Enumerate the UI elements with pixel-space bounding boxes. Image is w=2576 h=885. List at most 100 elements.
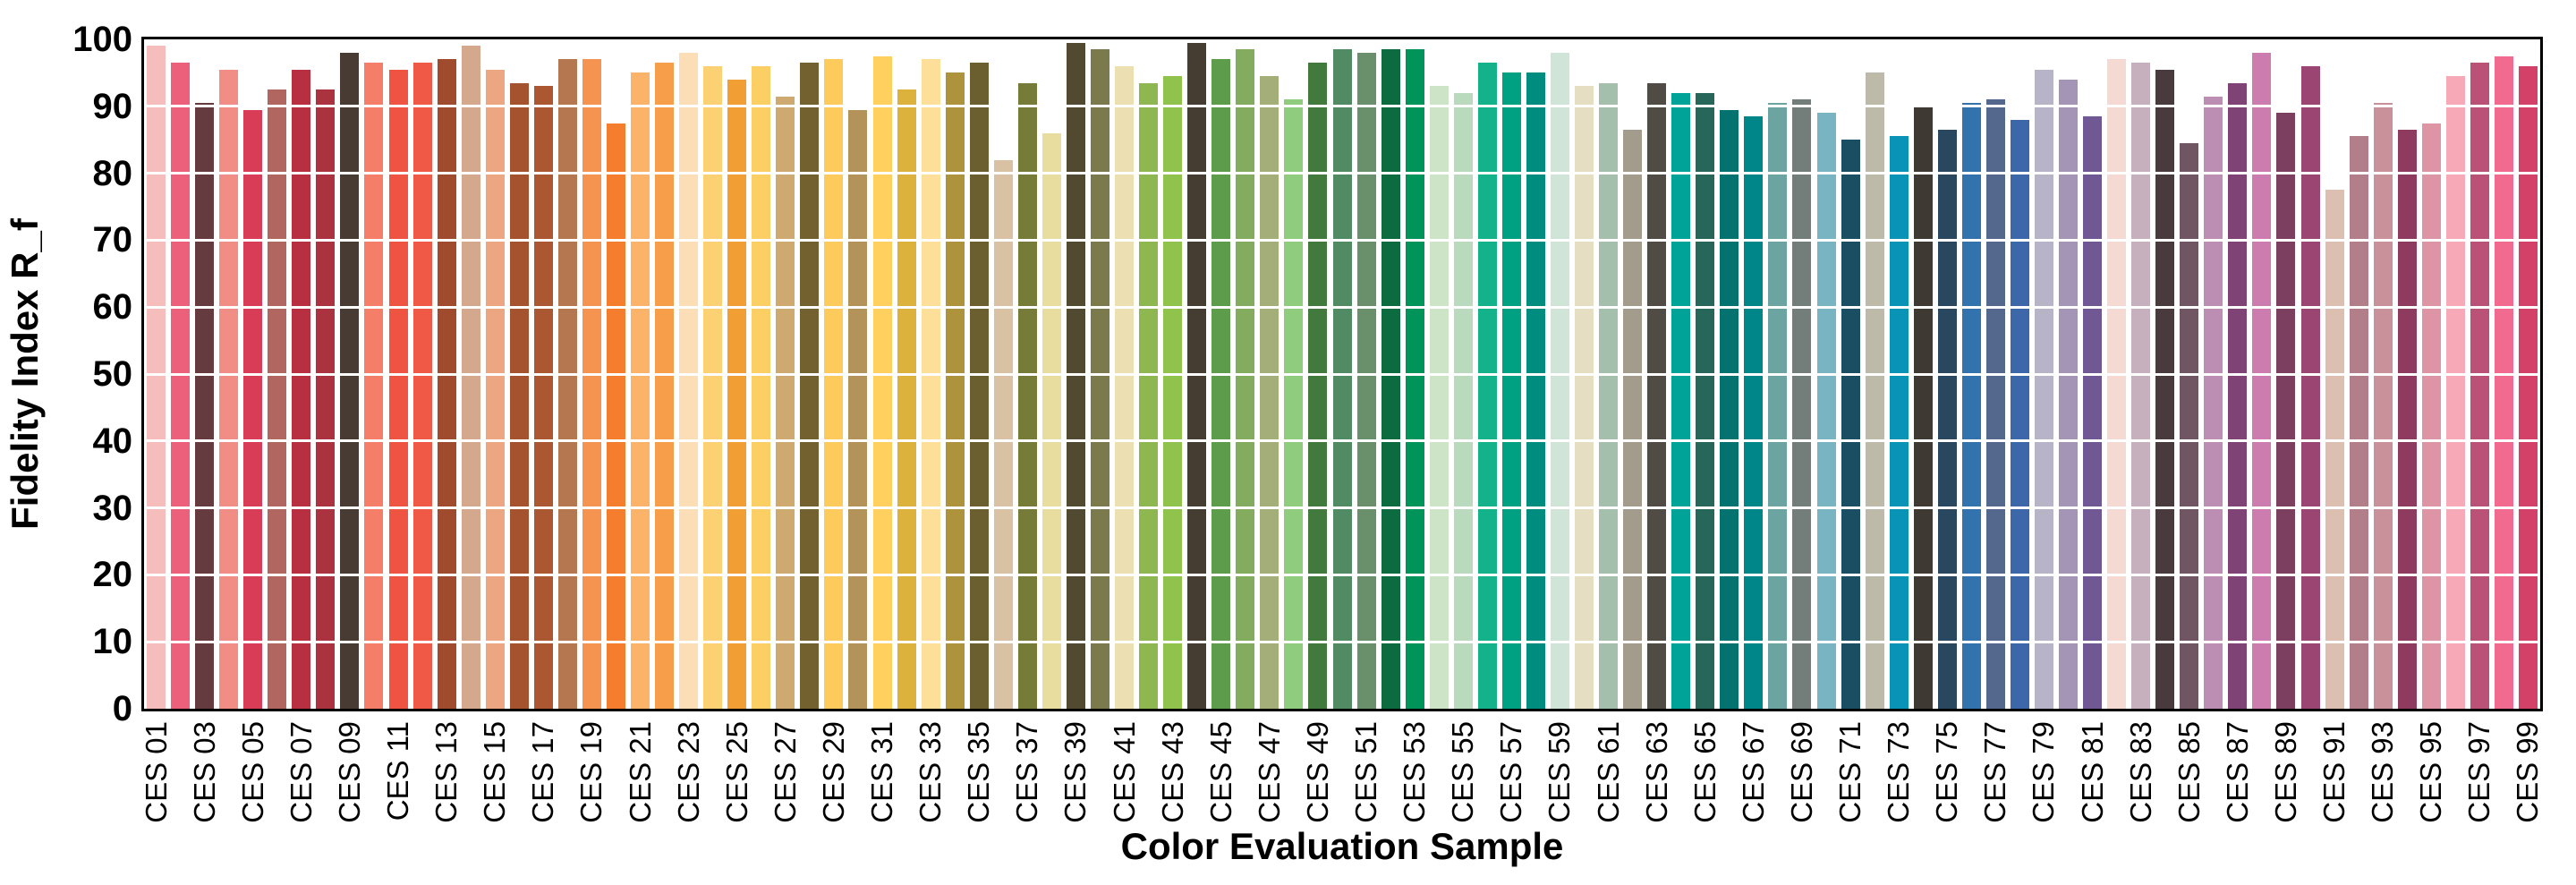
bar-ces-48 (1284, 99, 1304, 709)
x-tick-label-ces-41: CES 41 (1107, 721, 1141, 823)
bar-ces-35 (969, 63, 989, 709)
bar-ces-81 (2083, 116, 2103, 709)
bar-ces-24 (703, 65, 723, 709)
gridline-80 (144, 172, 2540, 175)
y-tick-label-10: 10 (92, 622, 133, 662)
x-tick-label-ces-53: CES 53 (1398, 721, 1432, 823)
bar-ces-83 (2131, 63, 2151, 709)
bar-ces-33 (921, 59, 940, 709)
bar-ces-61 (1599, 82, 1619, 709)
x-tick-label-ces-25: CES 25 (719, 721, 753, 823)
x-tick-label-ces-19: CES 19 (574, 721, 608, 823)
gridline-60 (144, 305, 2540, 309)
x-tick-label-ces-79: CES 79 (2027, 721, 2061, 823)
x-tick-label-ces-43: CES 43 (1155, 721, 1189, 823)
bar-ces-85 (2180, 142, 2199, 709)
bar-ces-32 (897, 89, 916, 709)
x-tick-label-ces-61: CES 61 (1591, 721, 1625, 823)
y-tick-label-60: 60 (92, 287, 133, 328)
bar-ces-65 (1696, 92, 1715, 709)
bar-ces-62 (1623, 129, 1643, 709)
bar-ces-29 (824, 59, 844, 709)
bar-ces-43 (1163, 76, 1183, 709)
x-tick-label-ces-47: CES 47 (1252, 721, 1286, 823)
bar-ces-45 (1211, 59, 1231, 709)
y-tick-label-80: 80 (92, 153, 133, 193)
bar-ces-17 (533, 86, 553, 709)
x-tick-label-ces-73: CES 73 (1882, 721, 1916, 823)
bar-ces-18 (557, 59, 577, 709)
x-tick-label-ces-71: CES 71 (1833, 721, 1867, 823)
y-tick-label-50: 50 (92, 354, 133, 394)
bar-ces-49 (1308, 63, 1328, 709)
x-tick-label-ces-13: CES 13 (429, 721, 463, 823)
x-tick-label-ces-07: CES 07 (284, 721, 318, 823)
bar-ces-47 (1260, 76, 1279, 709)
y-tick-label-90: 90 (92, 86, 133, 126)
bar-ces-22 (655, 63, 675, 709)
x-tick-label-ces-85: CES 85 (2172, 721, 2206, 823)
bar-ces-16 (509, 82, 529, 709)
x-tick-label-ces-27: CES 27 (768, 721, 802, 823)
bar-ces-67 (1744, 116, 1764, 709)
bar-ces-25 (727, 79, 747, 709)
bar-ces-96 (2445, 76, 2465, 709)
bar-ces-53 (1405, 49, 1424, 709)
x-tick-label-ces-09: CES 09 (332, 721, 366, 823)
bar-ces-70 (1816, 113, 1836, 709)
bar-ces-78 (2010, 119, 2029, 709)
x-tick-label-ces-95: CES 95 (2414, 721, 2448, 823)
bar-ces-11 (388, 69, 408, 709)
x-tick-label-ces-69: CES 69 (1784, 721, 1818, 823)
bar-ces-56 (1477, 63, 1497, 709)
bar-ces-46 (1236, 49, 1255, 709)
x-tick-label-ces-97: CES 97 (2462, 721, 2496, 823)
y-tick-label-100: 100 (72, 20, 132, 59)
bar-ces-21 (631, 72, 650, 709)
bar-ces-80 (2059, 79, 2078, 709)
x-tick-label-ces-83: CES 83 (2123, 721, 2157, 823)
bar-ces-13 (437, 59, 456, 709)
x-tick-label-ces-67: CES 67 (1736, 721, 1770, 823)
bar-ces-28 (800, 63, 820, 709)
x-tick-label-ces-51: CES 51 (1349, 721, 1383, 823)
x-tick-label-ces-59: CES 59 (1543, 721, 1577, 823)
bar-ces-97 (2470, 63, 2489, 709)
x-tick-label-ces-89: CES 89 (2268, 721, 2302, 823)
bar-ces-20 (606, 123, 625, 709)
x-axis-label: Color Evaluation Sample (1120, 825, 1564, 867)
gridline-10 (144, 640, 2540, 643)
bar-ces-99 (2518, 65, 2538, 709)
bar-ces-26 (752, 65, 771, 709)
bar-ces-44 (1187, 42, 1207, 709)
bar-ces-19 (582, 59, 601, 709)
bar-ces-06 (268, 89, 287, 709)
bar-ces-40 (1090, 49, 1109, 709)
bar-ces-15 (485, 69, 505, 709)
bar-ces-91 (2325, 190, 2344, 709)
bar-ces-66 (1720, 109, 1739, 709)
x-tick-label-ces-93: CES 93 (2366, 721, 2400, 823)
y-tick-label-40: 40 (92, 421, 133, 461)
bar-ces-63 (1647, 82, 1667, 709)
x-tick-label-ces-81: CES 81 (2075, 721, 2109, 823)
bar-ces-02 (171, 63, 191, 709)
bar-ces-86 (2204, 96, 2223, 709)
x-tick-label-ces-05: CES 05 (235, 721, 269, 823)
bar-ces-72 (1865, 72, 1884, 709)
x-tick-label-ces-01: CES 01 (139, 721, 173, 823)
bar-ces-27 (776, 96, 795, 709)
x-tick-label-ces-55: CES 55 (1446, 721, 1480, 823)
bar-ces-14 (461, 46, 480, 709)
x-tick-label-ces-37: CES 37 (1010, 721, 1044, 823)
bar-ces-68 (1768, 103, 1788, 709)
bar-ces-50 (1332, 49, 1352, 709)
bar-ces-12 (412, 63, 432, 709)
bar-ces-34 (945, 72, 965, 709)
bar-ces-88 (2252, 52, 2272, 709)
bar-ces-69 (1792, 99, 1812, 709)
bar-ces-90 (2300, 65, 2320, 709)
x-tick-label-ces-91: CES 91 (2317, 721, 2351, 823)
x-tick-label-ces-31: CES 31 (865, 721, 899, 823)
